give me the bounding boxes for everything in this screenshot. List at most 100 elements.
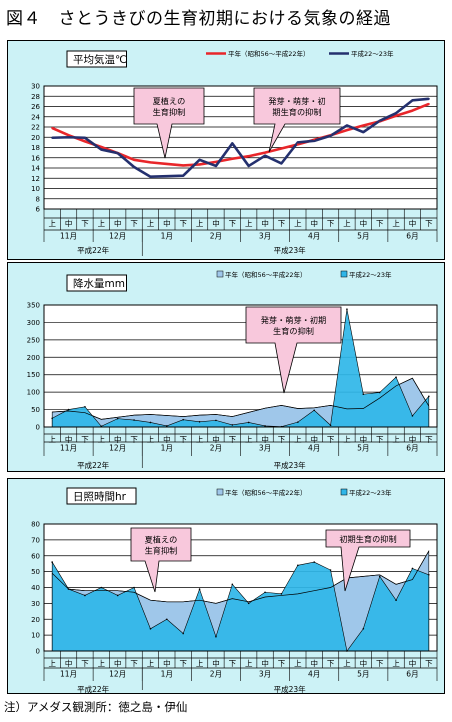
y-tick-label: 40 [31, 584, 40, 592]
recent-data-point [182, 418, 184, 421]
normal-data-point [345, 129, 348, 132]
y-tick-label: 70 [31, 536, 40, 544]
precipitation-chart: 0 50 100 150 200 250 300 350 降水量mm 平年（昭和56～平成22年）… [7, 262, 445, 472]
normal-data-point [67, 134, 70, 137]
chart-title-box [66, 487, 137, 505]
month-tick-label: 3月 [259, 444, 271, 453]
recent-data-point [166, 425, 168, 427]
period-tick-label: 上 [98, 219, 106, 228]
normal-data-point [264, 151, 267, 154]
y-tick-label: 250 [27, 336, 40, 344]
year-label: 平成23年 [274, 460, 307, 470]
annotation-text: 発芽・萌芽・初 [268, 96, 325, 106]
chart-title: 平均気温℃ [73, 53, 127, 66]
period-tick-label: 上 [343, 435, 351, 444]
period-tick-label: 中 [310, 218, 318, 228]
annotation-callout [325, 529, 411, 592]
chart-title-box [66, 274, 127, 292]
recent-data-point [84, 405, 86, 408]
recent-data-point [165, 175, 168, 178]
month-tick-label: 12月 [109, 444, 126, 453]
year-label: 平成23年 [274, 684, 307, 694]
recent-data-point [378, 575, 381, 578]
period-tick-label: 下 [376, 659, 384, 668]
recent-data-point [345, 124, 348, 127]
period-tick-label: 上 [98, 435, 106, 444]
annotation-text: 生育抑制 [153, 107, 186, 117]
normal-data-point [133, 158, 136, 161]
recent-data-point [378, 391, 381, 394]
period-tick-label: 上 [147, 435, 155, 444]
normal-data-point [395, 114, 398, 117]
period-tick-label: 上 [48, 219, 56, 228]
month-tick-label: 4月 [308, 232, 320, 241]
recent-data-point [264, 154, 267, 157]
period-tick-label: 中 [360, 658, 368, 668]
y-tick-label: 30 [31, 600, 40, 608]
period-tick-label: 下 [278, 435, 286, 444]
period-tick-label: 下 [229, 435, 237, 444]
recent-data-point [100, 148, 103, 151]
normal-data-point [83, 140, 86, 143]
month-tick-label: 5月 [357, 444, 369, 453]
y-tick-label: 22 [31, 124, 40, 132]
figure-title: 図４ さとうきびの生育初期における気象の経過 [6, 9, 391, 29]
figure-note: 注）アメダス観測所：徳之島・伊仙 [4, 700, 188, 714]
year-label: 平成22年 [77, 460, 110, 470]
period-tick-label: 中 [261, 658, 269, 668]
recent-data-point [116, 417, 119, 420]
month-tick-label: 1月 [161, 444, 173, 453]
y-tick-label: 6 [36, 206, 41, 214]
period-tick-label: 中 [310, 434, 318, 444]
normal-data-point [182, 164, 185, 167]
period-tick-label: 中 [409, 434, 417, 444]
recent-data-point [411, 415, 414, 417]
recent-data-point [198, 420, 201, 423]
y-tick-label: 50 [31, 406, 40, 414]
period-tick-label: 上 [245, 659, 253, 668]
period-tick-label: 上 [343, 659, 351, 668]
recent-data-point [182, 632, 184, 635]
month-tick-label: 4月 [308, 444, 320, 453]
period-tick-label: 上 [48, 435, 56, 444]
recent-data-point [329, 134, 332, 137]
period-tick-label: 中 [65, 434, 73, 444]
period-tick-label: 下 [327, 219, 335, 228]
y-tick-label: 100 [27, 389, 40, 397]
legend-swatch-normal [216, 270, 224, 278]
legend-label: 平年（昭和56～平成22年） [228, 49, 310, 58]
period-tick-label: 中 [212, 434, 220, 444]
legend-swatch-recent [340, 488, 348, 496]
period-tick-label: 中 [65, 658, 73, 668]
period-tick-label: 下 [130, 435, 138, 444]
month-tick-label: 4月 [308, 670, 320, 679]
y-tick-label: 30 [31, 83, 40, 91]
recent-data-point [51, 136, 54, 139]
month-tick-label: 5月 [357, 232, 369, 241]
legend-swatch-recent [340, 270, 348, 278]
recent-data-point [313, 409, 315, 412]
normal-data-point [149, 161, 152, 164]
recent-data-point [215, 419, 217, 422]
normal-data-point [231, 157, 234, 160]
annotation-callout [253, 87, 341, 153]
recent-data-point [428, 574, 430, 576]
legend-label: 平年（昭和56～平成22年） [225, 270, 307, 279]
month-tick-label: 11月 [60, 444, 77, 453]
legend-label: 平年（昭和56～平成22年） [225, 488, 307, 497]
y-tick-label: 0 [36, 424, 40, 432]
normal-data-point [247, 155, 250, 158]
recent-data-point [116, 152, 119, 155]
y-tick-label: 8 [36, 195, 40, 203]
y-tick-label: 60 [31, 552, 40, 560]
recent-data-point [427, 97, 430, 100]
recent-data-point [116, 594, 119, 597]
period-tick-label: 下 [179, 219, 187, 228]
recent-data-point [297, 564, 299, 567]
legend-label: 平成22～23年 [351, 49, 394, 58]
recent-data-point [67, 136, 70, 139]
period-tick-label: 中 [163, 434, 171, 444]
recent-data-point [149, 421, 152, 424]
period-tick-label: 上 [98, 659, 106, 668]
